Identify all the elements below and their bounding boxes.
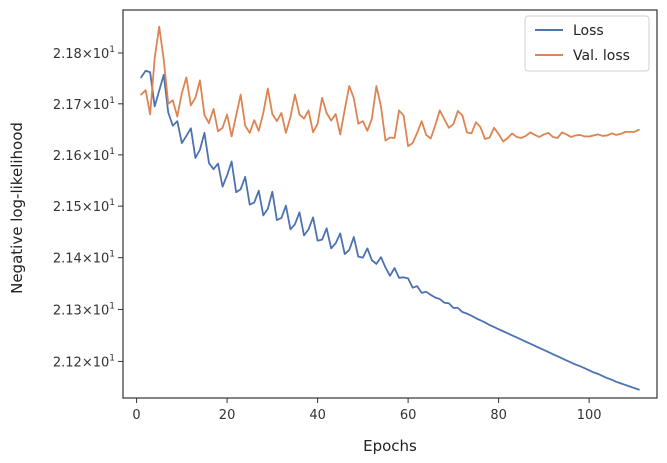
x-tick-label: 40 [309,408,326,423]
legend: Loss Val. loss [524,15,650,72]
x-tick-label: 100 [577,408,602,423]
y-tick-label: 2.12×101 [53,353,115,370]
y-tick-label: 2.13×101 [53,301,115,318]
x-tick-label: 60 [400,408,417,423]
y-tick-label: 2.16×101 [53,147,115,164]
x-tick-label: 20 [219,408,236,423]
y-axis-label: Negative log-likelihood [8,122,26,294]
y-tick-label: 2.18×101 [53,45,115,62]
y-tick-label: 2.15×101 [53,198,115,215]
y-tick-base: 2.13×10 [53,303,109,318]
y-tick-base: 2.15×10 [53,200,109,215]
plot-area [122,9,658,399]
y-tick-exponent: 1 [109,147,115,157]
y-tick-base: 2.17×10 [53,98,109,113]
y-tick-exponent: 1 [109,353,115,363]
y-tick-exponent: 1 [109,96,115,106]
y-axis-ticks: 2.12×1012.13×1012.14×1012.15×1012.16×101… [53,45,123,370]
series-layer [140,25,640,391]
x-axis-label: Epochs [363,437,417,455]
y-tick-label: 2.17×101 [53,96,115,113]
y-tick-exponent: 1 [109,250,115,260]
y-tick-exponent: 1 [109,301,115,311]
legend-label-val-loss: Val. loss [573,48,630,64]
x-tick-label: 0 [132,408,140,423]
series-line-loss [140,69,640,391]
y-tick-base: 2.14×10 [53,252,109,267]
x-axis-ticks: 0 20 40 60 80 100 [132,398,602,423]
legend-label-loss: Loss [573,23,604,39]
y-tick-exponent: 1 [109,45,115,55]
y-tick-base: 2.16×10 [53,149,109,164]
y-tick-base: 2.12×10 [53,355,109,370]
y-tick-exponent: 1 [109,198,115,208]
series-line-val-loss [140,25,640,148]
y-tick-label: 2.14×101 [53,250,115,267]
y-tick-base: 2.18×10 [53,47,109,62]
x-tick-label: 80 [490,408,507,423]
